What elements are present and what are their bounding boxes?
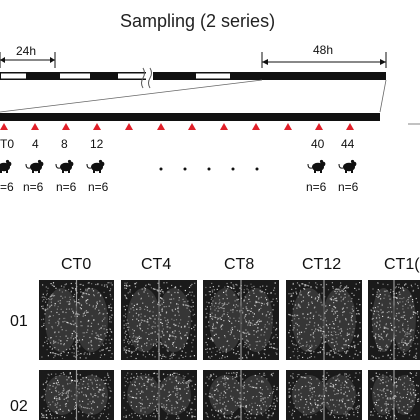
mouse-icon bbox=[307, 159, 326, 173]
figure-title: Sampling (2 series) bbox=[120, 11, 276, 31]
triangle-arrow-icon bbox=[0, 123, 8, 130]
ct-image-panel bbox=[368, 370, 420, 420]
zoom-guide-lines bbox=[0, 79, 420, 125]
timepoint-label: 8 bbox=[61, 137, 68, 151]
ct-image-panel bbox=[203, 280, 279, 360]
row-label-01: 01 bbox=[10, 313, 28, 330]
sampling-arrows bbox=[0, 123, 354, 130]
timepoint-label: 44 bbox=[341, 137, 355, 151]
n-label: n=6 bbox=[88, 180, 109, 194]
ct-image-panel bbox=[286, 280, 362, 360]
ct-image-panel bbox=[121, 280, 197, 360]
timepoint-label: 4 bbox=[32, 137, 39, 151]
triangle-arrow-icon bbox=[157, 123, 165, 130]
mouse-icon bbox=[338, 159, 357, 173]
timepoint-label: 40 bbox=[311, 137, 325, 151]
ct-image-panel bbox=[39, 280, 114, 360]
ellipsis-dots bbox=[159, 167, 259, 171]
triangle-arrow-icon bbox=[220, 123, 228, 130]
ellipsis-dot bbox=[159, 167, 163, 171]
triangle-arrow-icon bbox=[125, 123, 133, 130]
row-label-02: 02 bbox=[10, 398, 28, 415]
triangle-arrow-icon bbox=[31, 123, 39, 130]
mouse-icons bbox=[0, 159, 357, 173]
n-label: n=6 bbox=[23, 180, 44, 194]
triangle-arrow-icon bbox=[284, 123, 292, 130]
column-label-ct16: CT1( bbox=[384, 256, 420, 273]
ct-image-panel bbox=[39, 370, 114, 420]
ct-image-panel bbox=[121, 370, 197, 420]
ct-image-grid bbox=[39, 280, 420, 420]
column-label-ct12: CT12 bbox=[302, 256, 342, 273]
triangle-arrow-icon bbox=[252, 123, 260, 130]
triangle-arrow-icon bbox=[62, 123, 70, 130]
duration-48h-marker bbox=[261, 52, 387, 68]
light-dark-bar bbox=[0, 72, 386, 80]
mouse-icon bbox=[25, 159, 44, 173]
ellipsis-dot bbox=[183, 167, 187, 171]
mouse-icon bbox=[0, 159, 12, 173]
axis-break-icon bbox=[141, 66, 153, 89]
duration-24h-marker bbox=[0, 52, 56, 68]
timepoint-label: 12 bbox=[90, 137, 104, 151]
triangle-arrow-icon bbox=[93, 123, 101, 130]
ellipsis-dot bbox=[255, 167, 259, 171]
ct-image-panel bbox=[203, 370, 279, 420]
column-label-ct8: CT8 bbox=[224, 256, 255, 273]
n-label: n=6 bbox=[338, 180, 359, 194]
triangle-arrow-icon bbox=[188, 123, 196, 130]
mouse-icon bbox=[55, 159, 74, 173]
column-label-ct4: CT4 bbox=[141, 256, 172, 273]
ct-image-panel bbox=[286, 370, 362, 420]
triangle-arrow-icon bbox=[315, 123, 323, 130]
n-label: =6 bbox=[0, 180, 14, 194]
column-label-ct0: CT0 bbox=[61, 256, 92, 273]
mouse-icon bbox=[86, 159, 105, 173]
expanded-timeline-bar bbox=[0, 113, 380, 121]
timepoint-label: T0 bbox=[0, 137, 15, 151]
duration-48h-label: 48h bbox=[313, 43, 334, 57]
n-label: n=6 bbox=[306, 180, 327, 194]
triangle-arrow-icon bbox=[346, 123, 354, 130]
ellipsis-dot bbox=[231, 167, 235, 171]
n-label: n=6 bbox=[56, 180, 77, 194]
ellipsis-dot bbox=[207, 167, 211, 171]
duration-24h-label: 24h bbox=[16, 44, 37, 58]
ct-image-panel bbox=[368, 280, 420, 360]
